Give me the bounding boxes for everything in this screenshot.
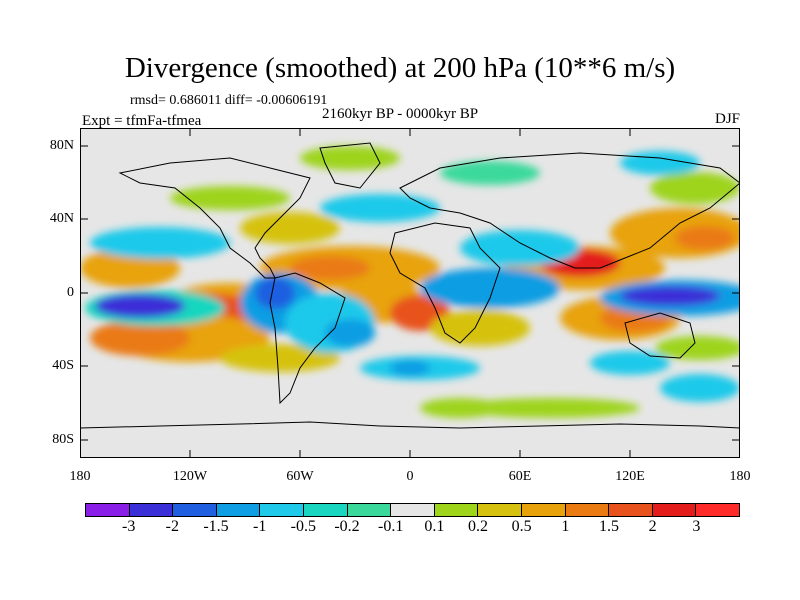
divergence-map xyxy=(80,128,740,458)
lat-label-eq: 0 xyxy=(67,285,74,300)
colorbar-label: -1.5 xyxy=(203,518,229,535)
experiment-label: Expt = tfmFa-tfmea xyxy=(82,113,202,129)
lon-label-120e: 120E xyxy=(615,469,645,484)
africa-coast xyxy=(389,222,501,344)
colorbar-swatch xyxy=(609,503,653,517)
lon-label-60w: 60W xyxy=(286,469,314,484)
lat-label-40n: 40N xyxy=(49,211,74,226)
colorbar-swatch xyxy=(391,503,435,517)
colorbar-label: -0.5 xyxy=(290,518,316,535)
lat-label-40s: 40S xyxy=(52,358,74,373)
lat-label-80s: 80S xyxy=(52,432,74,447)
colorbar-label: -0.1 xyxy=(377,518,404,535)
colorbar-swatch xyxy=(696,503,740,517)
colorbar-label: 1.5 xyxy=(599,518,619,535)
colorbar-swatch xyxy=(347,503,392,517)
lon-label-180w: 180 xyxy=(69,469,91,484)
colorbar xyxy=(85,503,740,517)
antarctica-coast xyxy=(80,421,740,429)
chart-title: Divergence (smoothed) at 200 hPa (10**6 … xyxy=(124,52,676,84)
colorbar-label: 2 xyxy=(648,518,657,535)
lat-label-80n: 80N xyxy=(49,138,74,153)
coastlines xyxy=(80,142,740,429)
greenland-coast xyxy=(319,142,381,189)
colorbar-label: 0.5 xyxy=(511,518,532,535)
australia-coast xyxy=(624,312,696,359)
colorbar-swatch xyxy=(85,503,130,517)
colorbar-label: -2 xyxy=(165,518,179,535)
north-america-coast xyxy=(118,157,311,279)
period-label: 2160kyr BP - 0000kyr BP xyxy=(322,106,479,122)
colorbar-swatch xyxy=(478,503,522,517)
colorbar-label: 0.1 xyxy=(424,518,445,535)
lon-label-0: 0 xyxy=(406,469,414,484)
colorbar-label: -1 xyxy=(252,518,267,535)
colorbar-swatch xyxy=(521,503,566,517)
divergence-field xyxy=(80,146,740,418)
eurasia-coast xyxy=(399,152,740,269)
colorbar-label: 3 xyxy=(692,518,701,535)
colorbar-swatch xyxy=(173,503,217,517)
colorbar-label: 1 xyxy=(561,518,570,535)
colorbar-swatch xyxy=(434,503,479,517)
lon-label-120w: 120W xyxy=(172,469,208,484)
colorbar-swatch xyxy=(129,503,174,517)
colorbar-label: -3 xyxy=(121,518,136,535)
colorbar-swatch xyxy=(260,503,304,517)
season-label: DJF xyxy=(714,111,740,127)
colorbar-swatch xyxy=(565,503,610,517)
colorbar-swatch xyxy=(652,503,697,517)
colorbar-swatch xyxy=(303,503,348,517)
colorbar-label: -0.2 xyxy=(334,518,360,535)
lon-label-180e: 180 xyxy=(729,469,751,484)
colorbar-swatch xyxy=(216,503,261,517)
south-america-coast xyxy=(269,272,346,405)
rmsd-diff-stats: rmsd= 0.686011 diff= -0.00606191 xyxy=(130,93,328,108)
lon-label-60e: 60E xyxy=(508,469,532,484)
colorbar-label: 0.2 xyxy=(468,518,488,535)
axis-ticks xyxy=(80,128,740,458)
